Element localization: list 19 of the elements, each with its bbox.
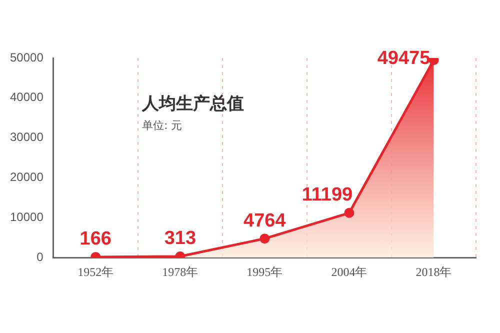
data-label: 49475 <box>377 48 431 69</box>
x-tick-label: 1978年 <box>162 264 198 279</box>
data-label: 4764 <box>244 210 286 232</box>
y-tick-label: 30000 <box>10 130 44 144</box>
y-tick-label: 40000 <box>10 90 44 104</box>
x-tick-label: 1952年 <box>78 264 114 279</box>
y-tick-label: 0 <box>36 250 44 264</box>
data-label: 313 <box>164 228 196 250</box>
x-tick-label: 2004年 <box>331 264 368 279</box>
text: 人均生产总值 <box>142 93 244 115</box>
point <box>344 208 354 218</box>
y-tick-label: 10000 <box>10 210 44 224</box>
y-tick-label: 20000 <box>10 170 44 184</box>
text: 单位: 元 <box>142 118 182 133</box>
x-tick-label: 2018年 <box>416 264 452 279</box>
x-tick-label: 1995年 <box>246 264 283 279</box>
data-label: 11199 <box>302 184 353 206</box>
data-label: 166 <box>80 228 112 250</box>
y-tick-label: 50000 <box>10 50 44 64</box>
